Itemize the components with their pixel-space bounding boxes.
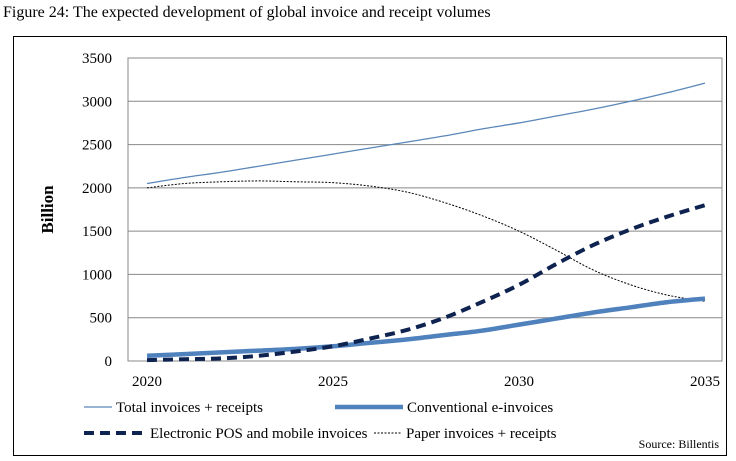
- legend-label: Paper invoices + receipts: [406, 426, 557, 442]
- series-line-electronic-pos-and-mobile-invoices: [146, 203, 706, 363]
- legend-label: Total invoices + receipts: [116, 400, 263, 416]
- x-tick-label: 2020: [132, 374, 162, 390]
- y-tick-label: 500: [90, 311, 113, 327]
- series-line-conventional-e-invoices: [146, 296, 706, 359]
- y-tick-label: 2500: [82, 138, 112, 154]
- chart-title: Figure 24: The expected development of g…: [3, 4, 491, 21]
- x-tick-label: 2030: [504, 374, 534, 390]
- legend-label: Conventional e-invoices: [407, 400, 553, 416]
- y-tick-label: 1000: [82, 267, 112, 283]
- y-tick-label: 3000: [82, 94, 112, 110]
- x-tick-label: 2025: [318, 374, 348, 390]
- plot-area: [127, 57, 723, 362]
- x-tick-label: 2035: [690, 374, 720, 390]
- y-tick-label: 3500: [82, 51, 112, 67]
- y-axis-label: Billion: [38, 185, 57, 234]
- chart-frame: [13, 36, 727, 456]
- y-tick-label: 0: [105, 354, 113, 370]
- series-line-paper-invoices-receipts: [146, 180, 706, 302]
- series-line-total-invoices-receipts: [146, 82, 706, 185]
- y-tick-label: 1500: [82, 224, 112, 240]
- source-note: Source: Billentis: [639, 437, 720, 451]
- legend-label: Electronic POS and mobile invoices: [150, 426, 368, 442]
- y-tick-label: 2000: [82, 181, 112, 197]
